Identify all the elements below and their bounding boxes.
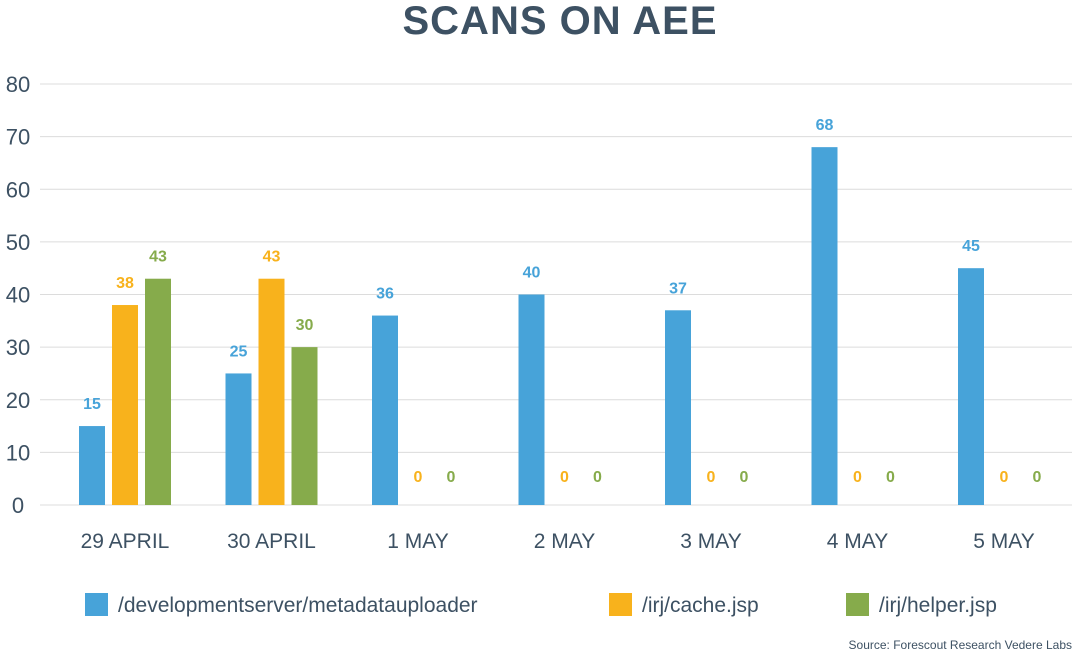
data-label: 0 <box>414 469 423 486</box>
data-label: 25 <box>230 343 248 360</box>
legend-label: /developmentserver/metadatauploader <box>118 594 478 617</box>
data-label: 45 <box>962 238 980 255</box>
x-axis: 29 APRIL 30 APRIL 1 MAY 2 MAY 3 MAY 4 MAY 5 MA… <box>81 530 1035 553</box>
legend: /developmentserver/metadatauploader/irj/… <box>85 593 997 617</box>
data-label: 0 <box>593 469 602 486</box>
data-label: 0 <box>707 469 716 486</box>
y-tick-label: 70 <box>6 125 30 150</box>
bar <box>145 278 171 505</box>
data-label: 15 <box>83 396 101 413</box>
data-label: 68 <box>816 117 834 134</box>
y-tick-label: 80 <box>6 72 30 97</box>
data-label: 0 <box>740 469 749 486</box>
data-label: 43 <box>149 249 167 266</box>
x-tick-label: 2 MAY <box>534 530 595 553</box>
x-tick-label: 30 APRIL <box>227 530 316 553</box>
y-tick-label: 50 <box>6 230 30 255</box>
data-labels: 15 38 43 25 43 30 36 0 0 40 0 0 37 0 0 68 0 0 45 0 0 <box>83 117 1041 486</box>
data-label: 0 <box>1000 469 1009 486</box>
bar <box>372 315 398 505</box>
x-tick-label: 4 MAY <box>827 530 888 553</box>
legend-swatch <box>609 593 632 616</box>
data-label: 0 <box>560 469 569 486</box>
x-tick-label: 5 MAY <box>973 530 1034 553</box>
x-tick-label: 29 APRIL <box>81 530 170 553</box>
y-tick-label: 20 <box>6 388 30 413</box>
bar <box>811 147 838 505</box>
y-tick-label: 0 <box>12 493 24 518</box>
legend-swatch <box>85 593 108 616</box>
y-tick-label: 40 <box>6 283 30 308</box>
data-label: 37 <box>669 280 687 297</box>
chart-title: SCANS ON AEE <box>402 0 717 43</box>
bar <box>225 373 252 505</box>
y-axis: 0 10 20 30 40 50 60 70 80 <box>6 72 30 518</box>
y-tick-label: 30 <box>6 335 30 360</box>
legend-label: /irj/cache.jsp <box>642 594 759 617</box>
data-label: 0 <box>853 469 862 486</box>
data-label: 30 <box>296 317 314 334</box>
x-tick-label: 3 MAY <box>680 530 741 553</box>
bar <box>79 426 105 505</box>
bar <box>258 278 285 505</box>
data-label: 0 <box>886 469 895 486</box>
legend-swatch <box>846 593 869 616</box>
data-label: 0 <box>447 469 456 486</box>
gridlines <box>40 83 1072 506</box>
bar <box>665 310 691 505</box>
y-tick-label: 10 <box>6 440 30 465</box>
bar <box>958 268 984 505</box>
source-note: Source: Forescout Research Vedere Labs <box>849 638 1072 651</box>
bar <box>112 305 138 505</box>
y-tick-label: 60 <box>6 177 30 202</box>
data-label: 43 <box>263 249 281 266</box>
data-label: 40 <box>523 265 541 282</box>
data-label: 36 <box>376 286 394 303</box>
x-tick-label: 1 MAY <box>387 530 448 553</box>
data-label: 38 <box>116 275 134 292</box>
bar <box>291 347 318 505</box>
data-label: 0 <box>1033 469 1042 486</box>
legend-label: /irj/helper.jsp <box>879 594 997 617</box>
bars <box>79 147 984 505</box>
bar <box>518 294 545 505</box>
